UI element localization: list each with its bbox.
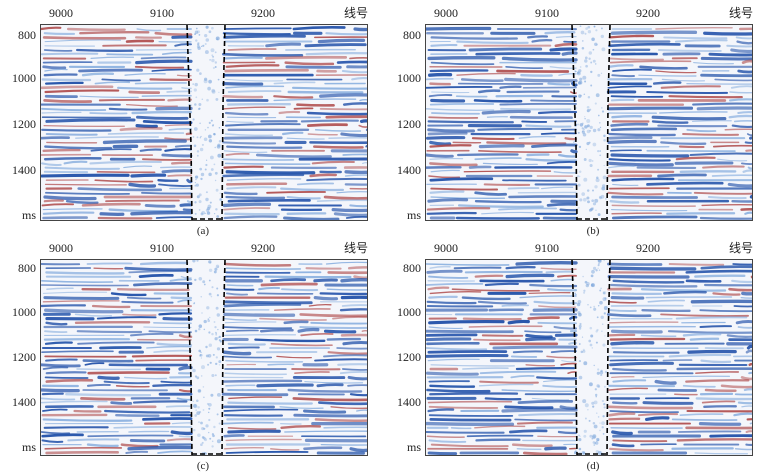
seismic-panel-b: 9000 9100 9200 线号 800 1000 1200 1400 ms … <box>385 0 755 237</box>
x-tick-label: 9100 <box>150 6 174 20</box>
y-tick-label: 1400 <box>12 163 36 177</box>
y-tick-label: 800 <box>403 261 421 275</box>
y-tick-label: 1200 <box>397 117 421 131</box>
panel-caption: (a) <box>196 225 210 237</box>
x-tick-label: 9000 <box>434 241 458 255</box>
y-tick-label: 1400 <box>397 163 421 177</box>
y-tick-label: 1000 <box>12 305 36 319</box>
seismic-section-plot <box>425 24 753 221</box>
x-axis-unit: 线号 <box>344 6 369 20</box>
y-tick-label: 800 <box>18 261 36 275</box>
x-tick-label: 9100 <box>150 241 174 255</box>
y-tick-label: 1200 <box>12 350 36 364</box>
x-axis-unit: 线号 <box>344 241 369 255</box>
x-tick-label: 9000 <box>49 241 73 255</box>
x-axis-unit: 线号 <box>729 6 754 20</box>
y-axis-unit: ms <box>406 208 421 222</box>
y-tick-label: 800 <box>403 28 421 42</box>
y-tick-label: 1000 <box>12 71 36 85</box>
seismic-panel-c: 9000 9100 9200 线号 800 1000 1200 1400 ms … <box>0 235 370 472</box>
seismic-panel-d: 9000 9100 9200 线号 800 1000 1200 1400 ms … <box>385 235 755 472</box>
seismic-panel-a: 9000 9100 9200 线号 800 1000 1200 1400 ms … <box>0 0 370 237</box>
y-tick-label: 1000 <box>397 305 421 319</box>
seismic-section-image <box>426 25 752 220</box>
x-tick-label: 9100 <box>535 241 559 255</box>
y-axis-unit: ms <box>21 440 36 454</box>
y-tick-label: 1200 <box>397 350 421 364</box>
y-axis-unit: ms <box>21 208 36 222</box>
seismic-section-plot <box>40 259 368 456</box>
x-tick-label: 9200 <box>636 6 660 20</box>
x-tick-label: 9000 <box>49 6 73 20</box>
seismic-section-image <box>41 260 367 455</box>
panel-caption: (d) <box>586 460 600 472</box>
y-tick-label: 1400 <box>397 395 421 409</box>
x-tick-label: 9200 <box>251 6 275 20</box>
panel-caption: (b) <box>586 225 600 237</box>
x-tick-label: 9100 <box>535 6 559 20</box>
y-tick-label: 1000 <box>397 71 421 85</box>
seismic-section-image <box>426 260 752 455</box>
y-axis-unit: ms <box>406 440 421 454</box>
seismic-section-plot <box>425 259 753 456</box>
panel-caption: (c) <box>196 460 210 472</box>
x-tick-label: 9200 <box>251 241 275 255</box>
y-tick-label: 1400 <box>12 395 36 409</box>
x-tick-label: 9000 <box>434 6 458 20</box>
x-axis-unit: 线号 <box>729 241 754 255</box>
x-tick-label: 9200 <box>636 241 660 255</box>
seismic-section-plot <box>40 24 368 221</box>
seismic-section-image <box>41 25 367 220</box>
y-tick-label: 1200 <box>12 117 36 131</box>
y-tick-label: 800 <box>18 28 36 42</box>
